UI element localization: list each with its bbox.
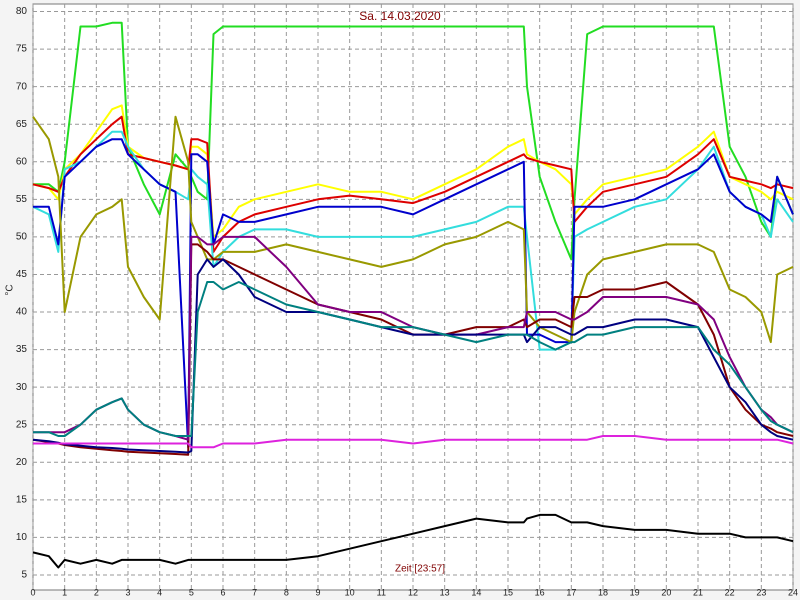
y-tick-label: 75 (16, 44, 28, 55)
y-tick-label: 10 (16, 532, 28, 543)
x-tick-label: 13 (440, 587, 450, 597)
x-tick-label: 14 (471, 587, 481, 597)
series-line (33, 138, 794, 449)
chart-title: Sa. 14.03.2020 (359, 9, 441, 23)
series-line (32, 104, 794, 238)
x-tick-label: 10 (345, 587, 355, 597)
x-tick-label: 8 (284, 587, 289, 597)
y-tick-label: 25 (16, 419, 28, 430)
x-tick-label: 2 (94, 587, 99, 597)
x-tick-label: 22 (725, 587, 735, 597)
y-tick-label: 50 (16, 232, 28, 243)
y-tick-label: 70 (16, 81, 28, 92)
y-tick-label: 35 (16, 344, 28, 355)
x-tick-label: 6 (220, 587, 225, 597)
x-tick-label: 24 (788, 587, 798, 597)
y-tick-label: 40 (16, 307, 28, 318)
y-tick-label: 65 (16, 119, 28, 130)
x-tick-label: 19 (630, 587, 640, 597)
y-tick-label: 45 (16, 269, 28, 280)
x-tick-label: 18 (598, 587, 608, 597)
y-tick-label: 20 (16, 457, 28, 468)
x-tick-label: 1 (62, 587, 67, 597)
series-line (33, 281, 794, 437)
y-tick-label: 60 (16, 156, 28, 167)
x-tick-label: 23 (756, 587, 766, 597)
y-tick-label: 55 (16, 194, 28, 205)
x-tick-label: 16 (535, 587, 545, 597)
x-tick-label: 12 (408, 587, 418, 597)
series-line (32, 115, 794, 253)
y-tick-label: 80 (16, 6, 28, 17)
series-line (33, 21, 794, 261)
x-tick-label: 5 (189, 587, 194, 597)
x-tick-label: 7 (252, 587, 257, 597)
x-tick-label: 9 (315, 587, 320, 597)
x-tick-label: 21 (693, 587, 703, 597)
series-line (33, 435, 794, 449)
y-axis-label: °C (5, 284, 16, 295)
series-line (32, 130, 794, 351)
x-tick-label: 0 (30, 587, 35, 597)
series-line (32, 115, 794, 344)
y-tick-label: 5 (21, 570, 27, 581)
x-tick-label: 15 (503, 587, 513, 597)
x-tick-label: 3 (125, 587, 130, 597)
y-tick-label: 30 (16, 382, 28, 393)
x-tick-label: 17 (566, 587, 576, 597)
x-tick-label: 11 (377, 587, 386, 597)
x-tick-label: 20 (661, 587, 671, 597)
series-line (32, 243, 794, 456)
series-line (32, 513, 794, 569)
x-tick-label: 4 (157, 587, 162, 597)
x-axis-label: Zeit [23:57] (395, 564, 445, 575)
y-tick-label: 15 (16, 494, 28, 505)
